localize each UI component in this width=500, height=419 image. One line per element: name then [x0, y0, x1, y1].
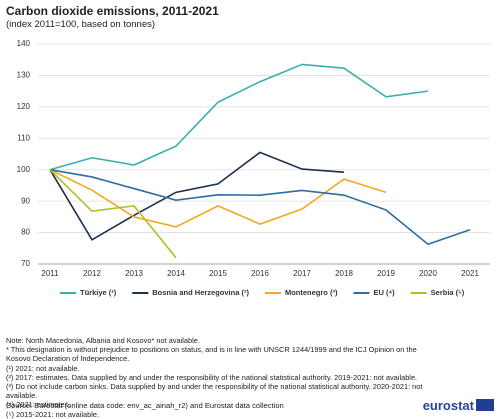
x-tick-label: 2019: [377, 269, 395, 278]
x-tick-label: 2016: [251, 269, 269, 278]
note: (¹) 2021: not available.: [6, 363, 80, 373]
note: Note: North Macedonia, Albania and Kosov…: [6, 336, 200, 345]
series-line: [49, 169, 177, 259]
note: (³) Do not include carbon sinks. Data su…: [6, 382, 423, 401]
chart-title: Carbon dioxide emissions, 2011-2021: [6, 4, 219, 18]
x-tick-label: 2014: [167, 269, 185, 278]
eu-flag: [476, 399, 494, 411]
x-tick-label: 2018: [335, 269, 353, 278]
series-line: [49, 151, 345, 241]
note: (⁴) 2021: estimates.: [6, 400, 71, 410]
legend-label: Serbia (⁵): [431, 288, 465, 297]
y-tick-label: 120: [17, 102, 31, 111]
x-tick-label: 2012: [83, 269, 101, 278]
x-tick-label: 2020: [419, 269, 437, 278]
y-tick-label: 80: [21, 228, 30, 237]
series-line: [49, 63, 429, 171]
y-tick-label: 130: [17, 71, 31, 80]
y-tick-label: 90: [21, 196, 30, 205]
x-tick-label: 2017: [293, 269, 311, 278]
note: (⁵) 2015-2021: not available.: [6, 409, 100, 419]
y-tick-label: 140: [17, 39, 31, 48]
x-tick-label: 2011: [41, 269, 59, 278]
notes: Note: North Macedonia, Albania and Kosov…: [6, 336, 426, 419]
x-tick-label: 2021: [461, 269, 479, 278]
y-tick-label: 70: [21, 259, 30, 268]
legend-label: Montenegro (³): [285, 288, 338, 297]
y-tick-label: 110: [17, 133, 30, 142]
x-tick-label: 2015: [209, 269, 227, 278]
chart-subtitle: (index 2011=100, based on tonnes): [6, 19, 156, 30]
source: Source: Eurostat (online data code: env_…: [6, 401, 284, 410]
legend-label: EU (⁴): [373, 288, 395, 297]
y-tick-label: 100: [17, 165, 31, 174]
legend-label: Türkiye (¹): [80, 288, 117, 297]
legend-label: Bosnia and Herzegovina (²): [152, 288, 249, 297]
legend: Türkiye (¹) Bosnia and Herzegovina (²) Mon…: [60, 288, 465, 297]
x-tick-label: 2013: [125, 269, 143, 278]
chart: 70 80 90 100 110 120 130 140 2011 2012 2013 2014 201…: [17, 39, 490, 297]
logo: eurostat: [422, 398, 474, 413]
series-line: [49, 168, 387, 228]
series-line: [49, 168, 471, 246]
note: * This designation is without prejudice …: [6, 345, 417, 364]
note: (²) 2017: estimates. Data supplied by an…: [6, 372, 418, 382]
